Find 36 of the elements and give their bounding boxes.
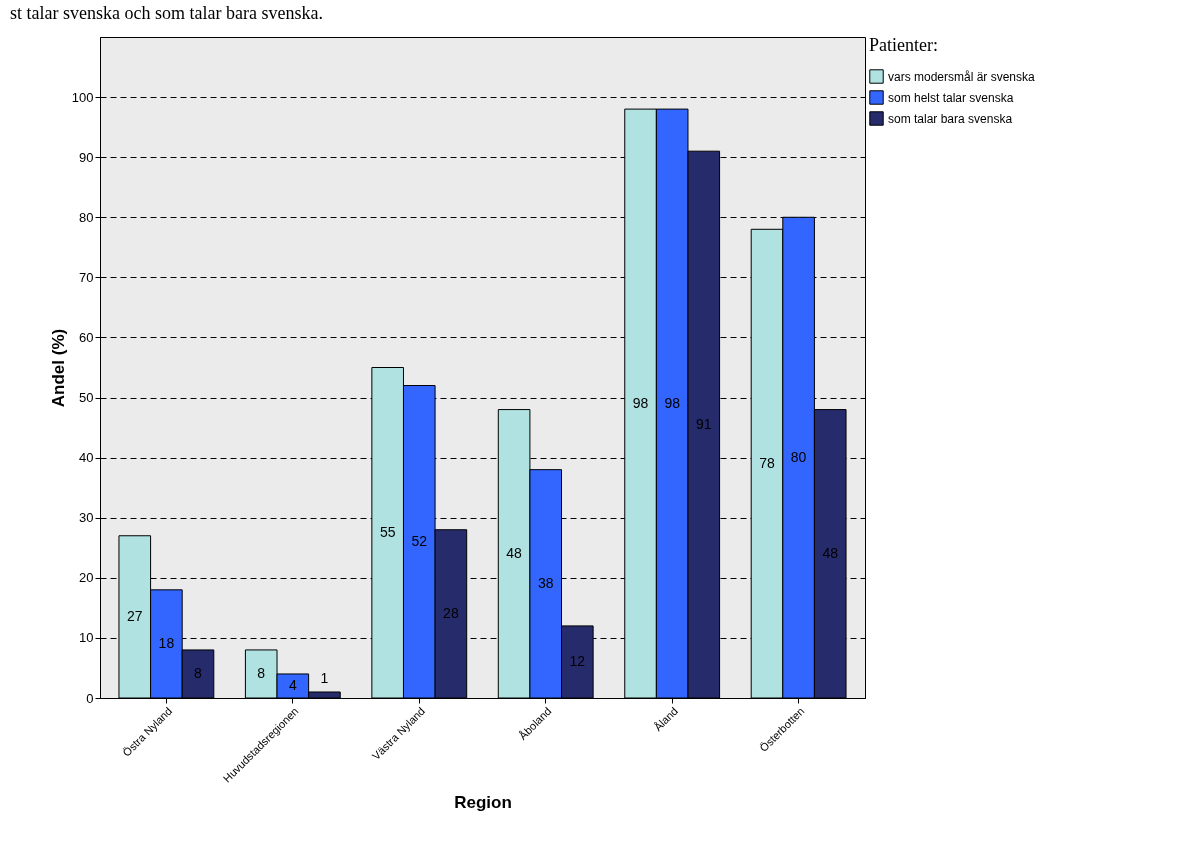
y-tick-label: 30 bbox=[79, 510, 94, 526]
y-tick-label: 10 bbox=[79, 630, 94, 646]
data-label: 8 bbox=[194, 664, 203, 681]
y-tick-label: 40 bbox=[79, 450, 94, 466]
legend-label: vars modersmål är svenska bbox=[888, 69, 1036, 84]
y-tick-label: 0 bbox=[86, 690, 94, 706]
chart-title: st talar svenska och som talar bara svenska. bbox=[10, 3, 323, 23]
data-label: 18 bbox=[158, 634, 175, 651]
data-label: 55 bbox=[379, 523, 396, 540]
y-tick-label: 70 bbox=[79, 269, 94, 285]
data-label: 98 bbox=[632, 394, 649, 411]
y-tick-label: 100 bbox=[71, 89, 94, 105]
y-tick-label: 20 bbox=[79, 570, 94, 586]
data-label: 28 bbox=[443, 604, 459, 621]
data-label: 98 bbox=[664, 394, 681, 411]
data-label: 1 bbox=[320, 669, 329, 686]
data-label: 78 bbox=[759, 454, 775, 471]
x-axis-title: Region bbox=[454, 792, 512, 812]
legend-title: Patienter: bbox=[869, 35, 938, 55]
y-tick-label: 60 bbox=[79, 329, 94, 345]
data-label: 4 bbox=[288, 676, 297, 693]
data-label: 27 bbox=[126, 607, 143, 624]
y-tick-label: 80 bbox=[79, 209, 94, 225]
legend-label: som helst talar svenska bbox=[888, 90, 1014, 105]
data-label: 80 bbox=[790, 448, 807, 465]
data-label: 8 bbox=[257, 664, 266, 681]
data-label: 12 bbox=[569, 652, 586, 669]
y-tick-label: 50 bbox=[79, 390, 94, 406]
data-label: 48 bbox=[822, 544, 839, 561]
data-label: 91 bbox=[695, 415, 712, 432]
legend-label: som talar bara svenska bbox=[888, 111, 1013, 126]
data-label: 48 bbox=[506, 544, 523, 561]
data-label: 52 bbox=[411, 532, 428, 549]
y-tick-label: 90 bbox=[79, 149, 94, 165]
y-axis-title: Andel (%) bbox=[48, 328, 68, 408]
data-label: 38 bbox=[537, 574, 554, 591]
